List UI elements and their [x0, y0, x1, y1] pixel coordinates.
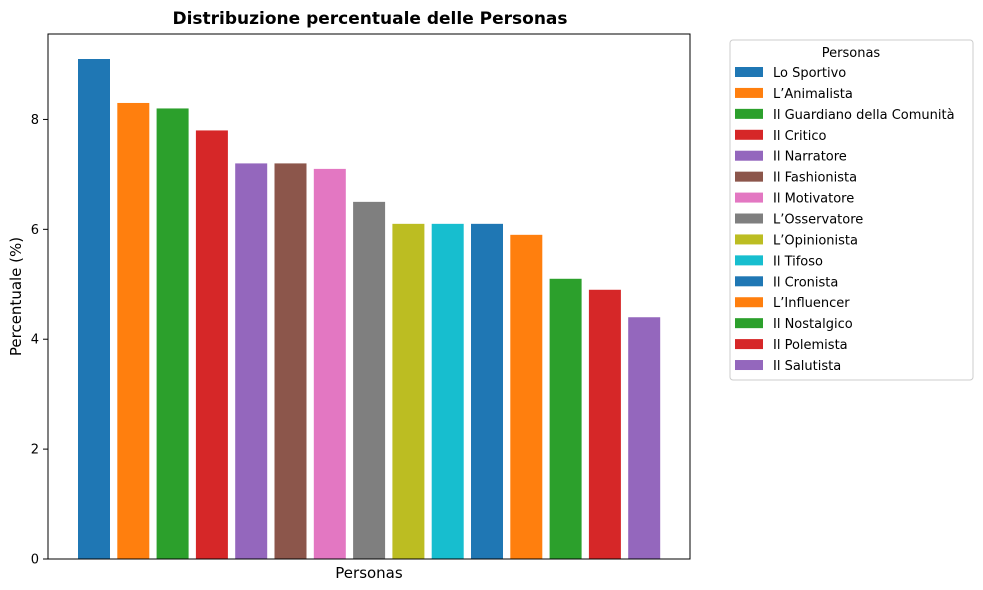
- bar-11: [510, 234, 543, 559]
- y-tick-label-1: 2: [31, 443, 39, 458]
- legend-label-5: Il Fashionista: [773, 171, 857, 186]
- legend-label-8: L’Opinionista: [773, 233, 858, 248]
- legend-swatch-0: [735, 67, 763, 77]
- legend-label-14: Il Salutista: [773, 359, 841, 374]
- y-tick-label-2: 4: [31, 333, 39, 348]
- bar-6: [313, 168, 346, 559]
- legend-swatch-9: [735, 255, 763, 266]
- bar-7: [353, 201, 386, 560]
- y-axis-ticks: 0 2 4 6 8: [31, 113, 48, 568]
- bar-2: [156, 108, 189, 559]
- legend-label-1: L’Animalista: [773, 87, 853, 102]
- bars-group: [78, 59, 661, 560]
- legend-box: [729, 39, 974, 381]
- bar-8: [392, 223, 425, 559]
- legend-swatch-10: [735, 276, 763, 287]
- bar-13: [588, 289, 621, 559]
- plot-area-frame: [47, 33, 691, 560]
- legend-swatch-4: [735, 150, 763, 161]
- bar-12: [549, 278, 582, 559]
- legend-swatch-3: [735, 129, 763, 140]
- legend-swatch-13: [735, 339, 763, 350]
- legend-label-12: Il Nostalgico: [773, 317, 853, 332]
- chart-title: Distribuzione percentuale delle Personas: [172, 9, 567, 29]
- bar-0: [78, 59, 110, 559]
- legend-swatch-2: [735, 108, 763, 119]
- bar-9: [431, 223, 464, 559]
- legend-items: Lo Sportivo L’Animalista Il Guardiano dell…: [735, 66, 955, 374]
- x-axis-label: Personas: [335, 564, 403, 582]
- legend-swatch-7: [735, 213, 763, 224]
- legend-swatch-11: [735, 297, 763, 308]
- bar-4: [235, 163, 268, 559]
- bar-5: [274, 163, 307, 559]
- legend-swatch-1: [735, 87, 763, 98]
- legend-label-6: Il Motivatore: [773, 192, 854, 207]
- bar-1: [117, 102, 150, 560]
- y-tick-label-0: 0: [31, 553, 39, 568]
- legend-title: Personas: [822, 46, 881, 61]
- y-tick-label-3: 6: [31, 223, 39, 238]
- legend-swatch-6: [735, 192, 763, 203]
- legend-label-11: L’Influencer: [773, 296, 850, 311]
- bar-14: [628, 317, 661, 559]
- legend-swatch-14: [735, 360, 763, 371]
- legend-label-13: Il Polemista: [773, 338, 848, 353]
- legend: Personas Lo Sportivo L’Animalista Il Guard…: [729, 39, 974, 381]
- legend-swatch-8: [735, 234, 763, 245]
- bar-3: [195, 130, 228, 559]
- legend-label-3: Il Critico: [773, 129, 826, 144]
- bar-10: [471, 223, 503, 559]
- legend-label-0: Lo Sportivo: [773, 66, 846, 81]
- legend-swatch-12: [735, 318, 763, 329]
- y-tick-label-4: 8: [31, 113, 39, 128]
- legend-label-4: Il Narratore: [773, 150, 847, 165]
- legend-swatch-5: [735, 171, 763, 182]
- legend-label-2: Il Guardiano della Comunità: [773, 108, 955, 123]
- legend-label-7: L’Osservatore: [773, 213, 863, 228]
- legend-label-9: Il Tifoso: [773, 254, 823, 269]
- y-axis-label: Percentuale (%): [7, 237, 25, 356]
- legend-label-10: Il Cronista: [773, 275, 838, 290]
